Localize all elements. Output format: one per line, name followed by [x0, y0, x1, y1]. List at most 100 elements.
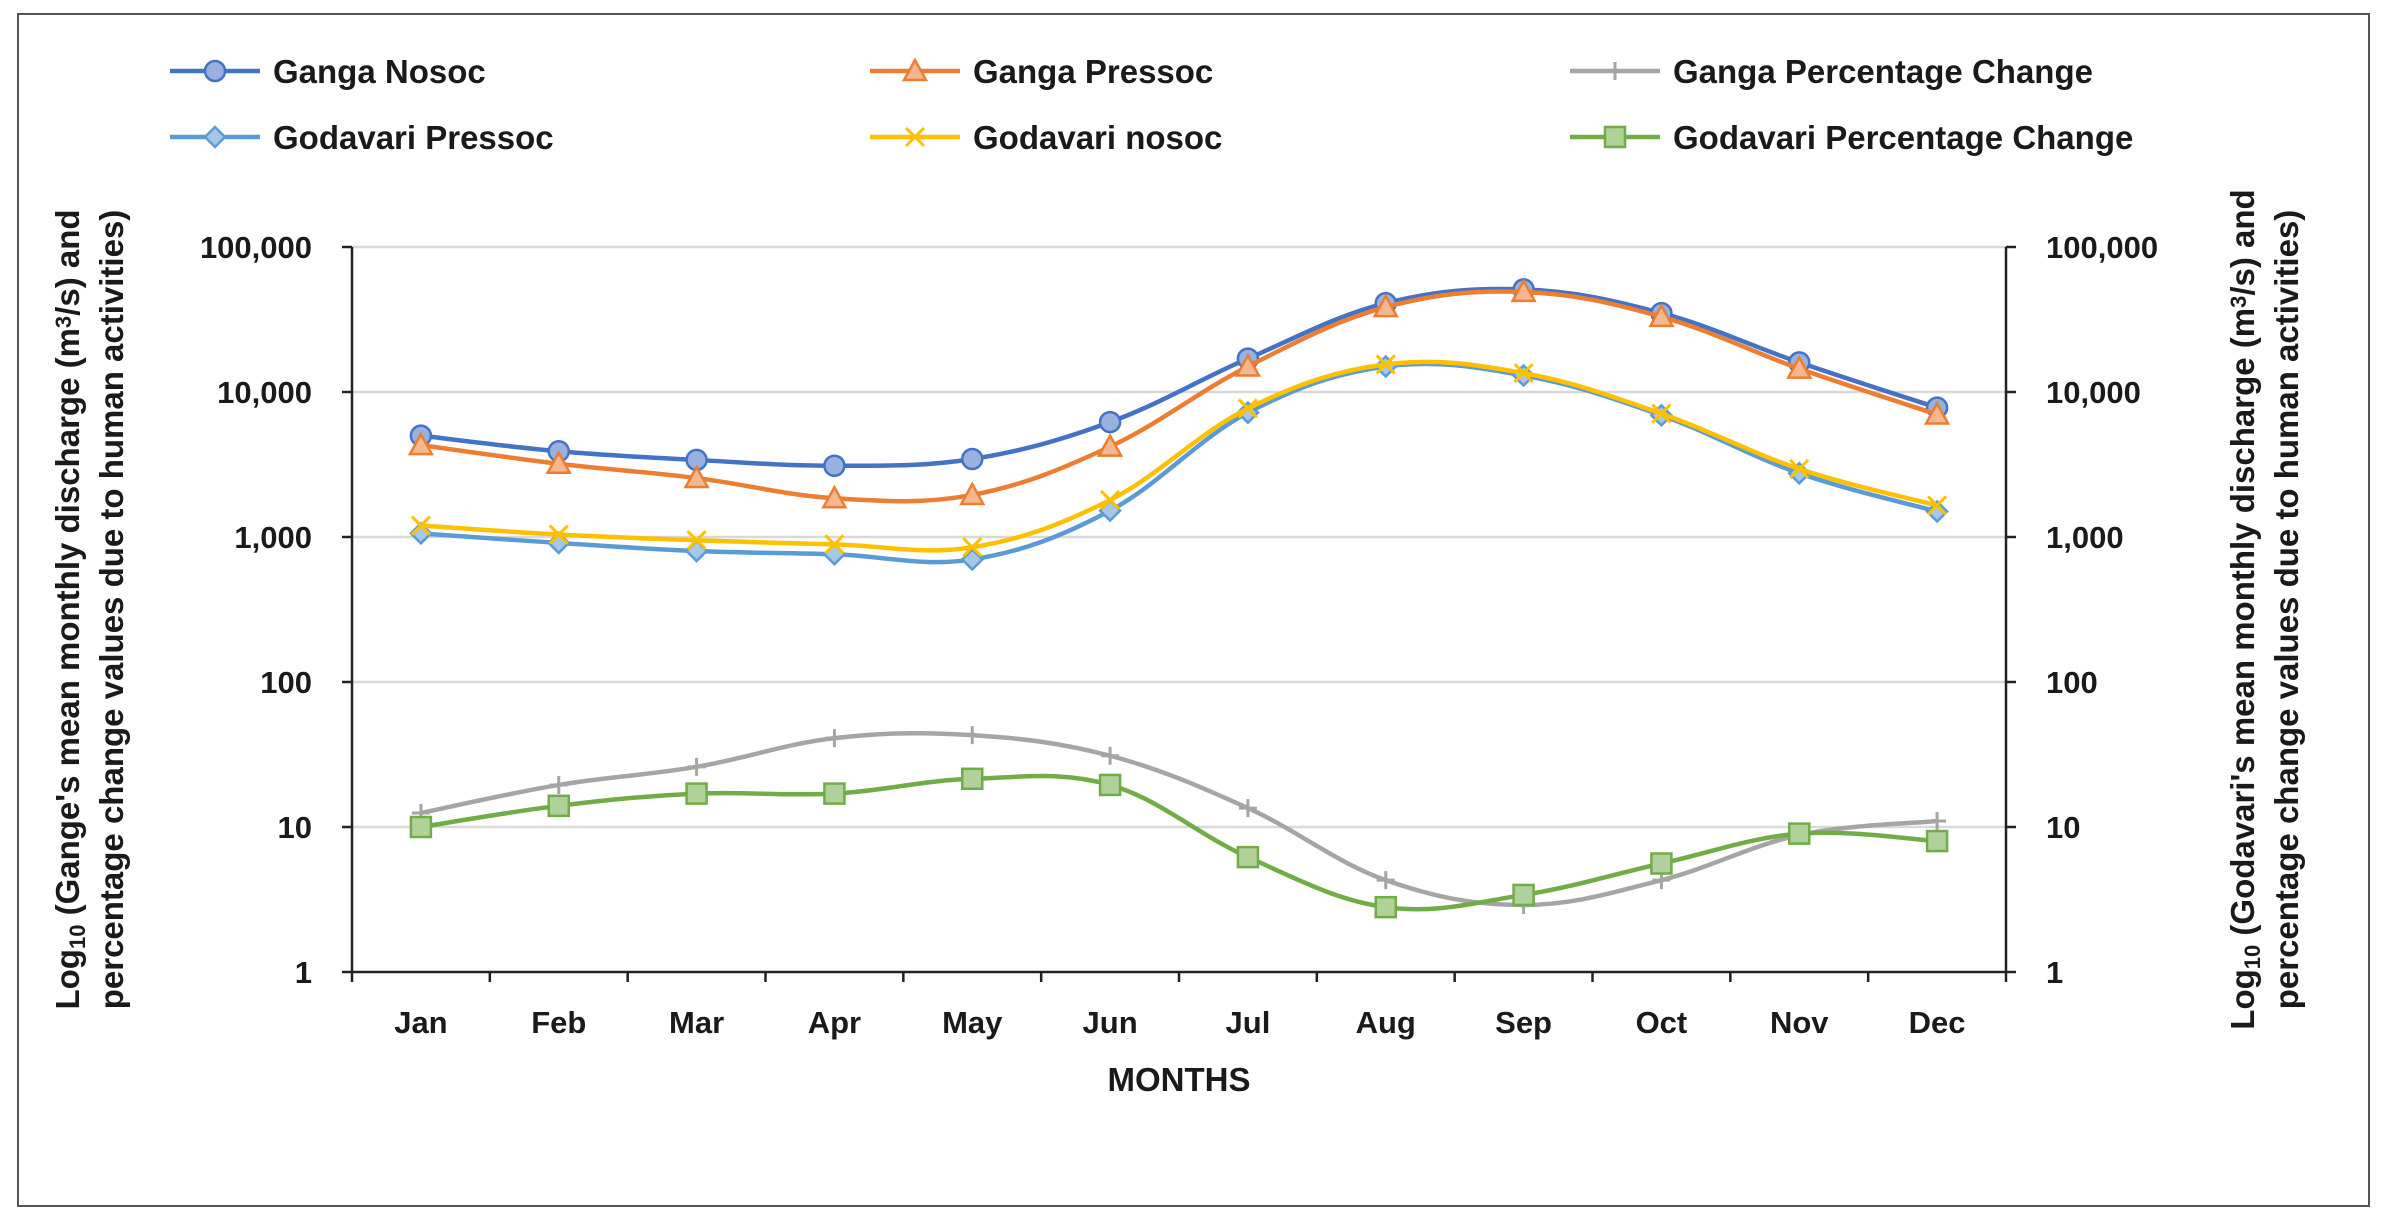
- data-point-godavari-percentage-change: [685, 782, 708, 805]
- x-tick-label: Sep: [1495, 1005, 1552, 1040]
- data-point-ganga-percentage-change: [549, 775, 568, 794]
- y-tick-label-left: 1: [295, 955, 312, 990]
- y-tick-label-left: 10,000: [217, 375, 312, 410]
- y-axis-title-left: Log10 (Gange's mean monthly discharge (m…: [49, 209, 130, 1009]
- data-point-godavari-percentage-change: [1374, 895, 1397, 919]
- series-godavari-nosoc: [410, 354, 1948, 558]
- series-line-godavari-percentage-change: [420, 773, 1938, 912]
- x-tick-label: Feb: [531, 1005, 586, 1040]
- data-point-ganga-pressoc: [545, 450, 572, 475]
- y-tick-label-right: 100: [2046, 665, 2098, 700]
- x-tick-label: Jun: [1083, 1005, 1138, 1040]
- data-point-godavari-percentage-change: [1925, 829, 1949, 853]
- series-layer: [407, 278, 1951, 919]
- y-axis-title-left-line1: Log10 (Gange's mean monthly discharge (m…: [49, 209, 90, 1009]
- data-point-godavari-nosoc: [1375, 354, 1396, 375]
- data-point-ganga-pressoc: [683, 464, 710, 489]
- data-point-godavari-nosoc: [1237, 398, 1258, 419]
- data-point-godavari-percentage-change: [1650, 852, 1673, 875]
- legend-label: Ganga Percentage Change: [1673, 53, 2093, 90]
- data-point-godavari-percentage-change: [1236, 845, 1260, 869]
- data-point-ganga-pressoc: [959, 481, 986, 506]
- data-point-godavari-nosoc: [1789, 458, 1810, 479]
- data-point-ganga-pressoc: [1510, 278, 1537, 303]
- data-point-godavari-nosoc: [548, 524, 569, 545]
- x-tick-label: Jul: [1226, 1005, 1271, 1040]
- x-tick-label: Nov: [1770, 1005, 1829, 1040]
- data-point-ganga-pressoc: [821, 484, 848, 509]
- series-godavari-percentage-change: [409, 767, 1949, 919]
- axes: 1 1 10 10 100 100 1,000 1,000 10,000 10,000 100,00…: [200, 230, 2158, 1040]
- data-point-godavari-nosoc: [824, 534, 845, 555]
- legend-marker: [1603, 125, 1627, 149]
- data-point-godavari-nosoc: [1513, 363, 1534, 384]
- legend-marker: [904, 126, 926, 148]
- data-point-ganga-percentage-change: [1928, 811, 1947, 830]
- legend-item: Godavari nosoc: [870, 119, 1222, 156]
- data-point-godavari-nosoc: [1927, 495, 1948, 516]
- legend-marker: [901, 57, 929, 82]
- data-point-godavari-nosoc: [410, 515, 431, 536]
- data-point-ganga-pressoc: [407, 431, 435, 456]
- legend-marker: [203, 125, 227, 149]
- y-axis-title-right: Log10 (Godavari's mean monthly discharge…: [2224, 189, 2305, 1029]
- y-axis-title-right-line1: Log10 (Godavari's mean monthly discharge…: [2224, 189, 2265, 1029]
- y-axis-title-right-line2: percentage change values due to human ac…: [2268, 210, 2305, 1010]
- y-tick-label-right: 1,000: [2046, 520, 2124, 555]
- data-point-ganga-percentage-change: [687, 757, 706, 776]
- data-point-godavari-percentage-change: [547, 794, 570, 818]
- x-tick-label: Apr: [808, 1005, 861, 1040]
- legend-label: Godavari Pressoc: [273, 119, 554, 156]
- y-tick-label-right: 10,000: [2046, 375, 2141, 410]
- y-tick-label-right: 100,000: [2046, 230, 2158, 265]
- y-tick-label-left: 10: [278, 810, 312, 845]
- y-tick-label-left: 1,000: [234, 520, 312, 555]
- y-tick-label-right: 10: [2046, 810, 2080, 845]
- series-line-godavari-nosoc: [420, 359, 1938, 553]
- data-point-ganga-pressoc: [1786, 355, 1813, 379]
- legend-item: Ganga Percentage Change: [1570, 53, 2093, 90]
- axis-titles: MONTHS Log10 (Gange's mean monthly discha…: [49, 189, 2305, 1098]
- data-point-ganga-percentage-change: [1238, 799, 1257, 818]
- x-tick-label: May: [942, 1005, 1003, 1040]
- data-point-godavari-pressoc: [409, 521, 433, 546]
- legend-label: Godavari nosoc: [973, 119, 1222, 156]
- legend-label: Godavari Percentage Change: [1673, 119, 2133, 156]
- data-point-ganga-pressoc: [1923, 400, 1951, 425]
- x-tick-label: Aug: [1356, 1005, 1416, 1040]
- x-tick-label: Mar: [669, 1005, 724, 1040]
- chart-frame: [17, 13, 2370, 1207]
- legend-label: Ganga Pressoc: [973, 53, 1213, 90]
- data-point-godavari-percentage-change: [1098, 773, 1122, 797]
- legend-item: Ganga Nosoc: [170, 53, 486, 90]
- data-point-ganga-percentage-change: [963, 726, 982, 745]
- legend-item: Godavari Pressoc: [170, 119, 554, 156]
- x-axis-title: MONTHS: [1108, 1061, 1251, 1098]
- legend-marker: [1606, 62, 1624, 80]
- data-point-ganga-percentage-change: [1101, 746, 1120, 765]
- data-point-ganga-nosoc: [961, 447, 984, 471]
- data-point-ganga-pressoc: [1096, 433, 1124, 457]
- data-point-ganga-pressoc: [1648, 303, 1675, 328]
- data-point-ganga-nosoc: [1098, 410, 1122, 434]
- series-line-ganga-percentage-change: [420, 730, 1938, 908]
- data-point-godavari-percentage-change: [409, 815, 433, 839]
- y-tick-label-left: 100,000: [200, 230, 312, 265]
- data-point-ganga-pressoc: [1372, 293, 1399, 318]
- y-tick-label-right: 1: [2046, 955, 2063, 990]
- data-point-ganga-percentage-change: [1376, 871, 1395, 890]
- x-tick-label: Oct: [1636, 1005, 1688, 1040]
- legend: Ganga Nosoc Ganga Pressoc Ganga Percentage…: [170, 53, 2133, 156]
- series-ganga-pressoc: [407, 278, 1951, 509]
- data-point-godavari-pressoc: [960, 547, 985, 572]
- data-point-godavari-percentage-change: [961, 767, 984, 791]
- x-tick-label: Jan: [394, 1005, 447, 1040]
- data-point-godavari-percentage-change: [1788, 822, 1811, 845]
- x-tick-label: Dec: [1909, 1005, 1966, 1040]
- y-axis-title-left-line2: percentage change values due to human ac…: [93, 210, 130, 1010]
- data-point-godavari-percentage-change: [823, 782, 846, 805]
- data-point-ganga-nosoc: [823, 454, 846, 478]
- data-point-ganga-percentage-change: [825, 729, 844, 748]
- legend-item: Godavari Percentage Change: [1570, 119, 2133, 156]
- data-point-godavari-percentage-change: [1512, 883, 1535, 907]
